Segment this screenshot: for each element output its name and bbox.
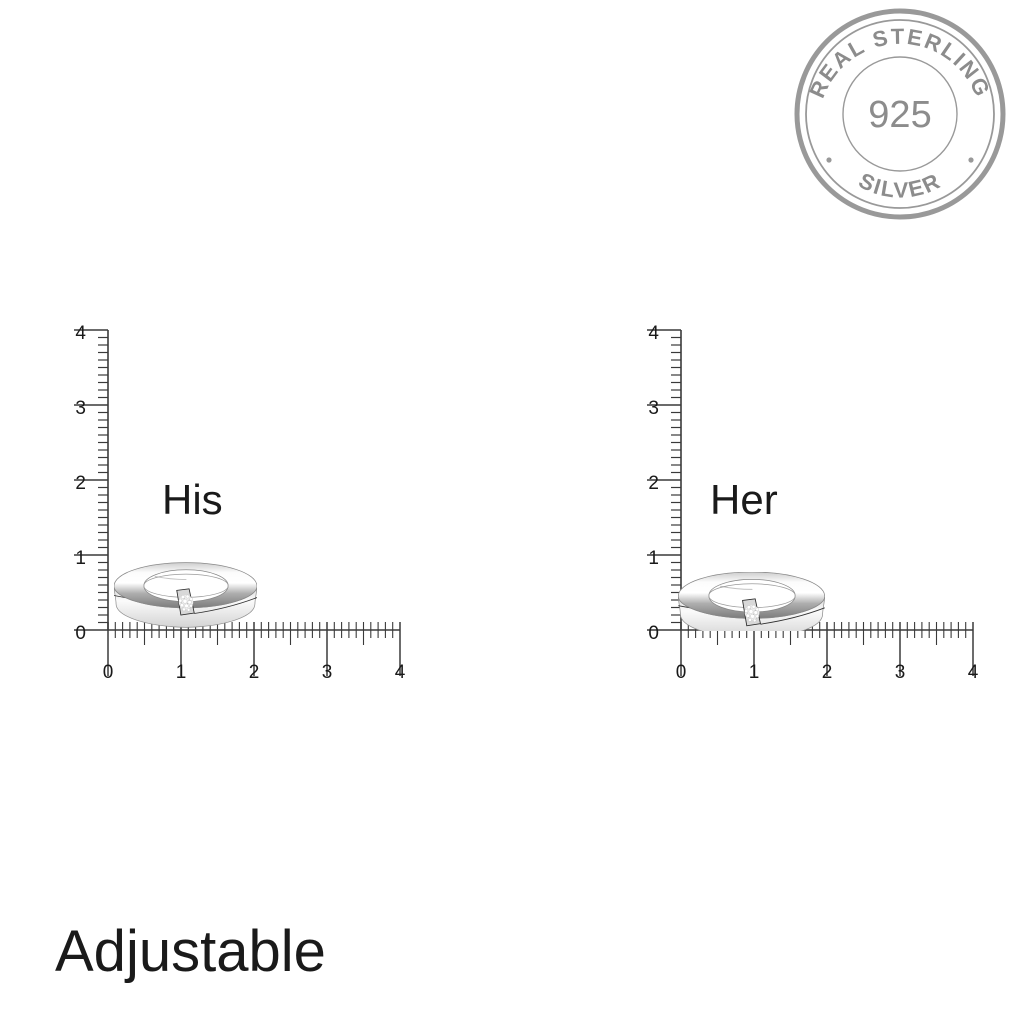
svg-text:3: 3 [322,662,333,683]
svg-text:2: 2 [249,662,260,683]
svg-text:2: 2 [75,473,86,494]
svg-text:1: 1 [749,662,760,683]
svg-text:2: 2 [822,662,833,683]
svg-text:0: 0 [676,662,687,683]
svg-text:4: 4 [648,323,659,344]
svg-text:1: 1 [176,662,187,683]
svg-text:3: 3 [75,398,86,419]
svg-text:4: 4 [75,323,86,344]
svg-text:0: 0 [75,623,86,644]
svg-text:0: 0 [103,662,114,683]
svg-text:1: 1 [75,548,86,569]
svg-text:3: 3 [895,662,906,683]
svg-text:2: 2 [648,473,659,494]
svg-text:4: 4 [968,662,979,683]
svg-text:4: 4 [395,662,406,683]
svg-text:0: 0 [648,623,659,644]
svg-text:3: 3 [648,398,659,419]
svg-text:1: 1 [648,548,659,569]
